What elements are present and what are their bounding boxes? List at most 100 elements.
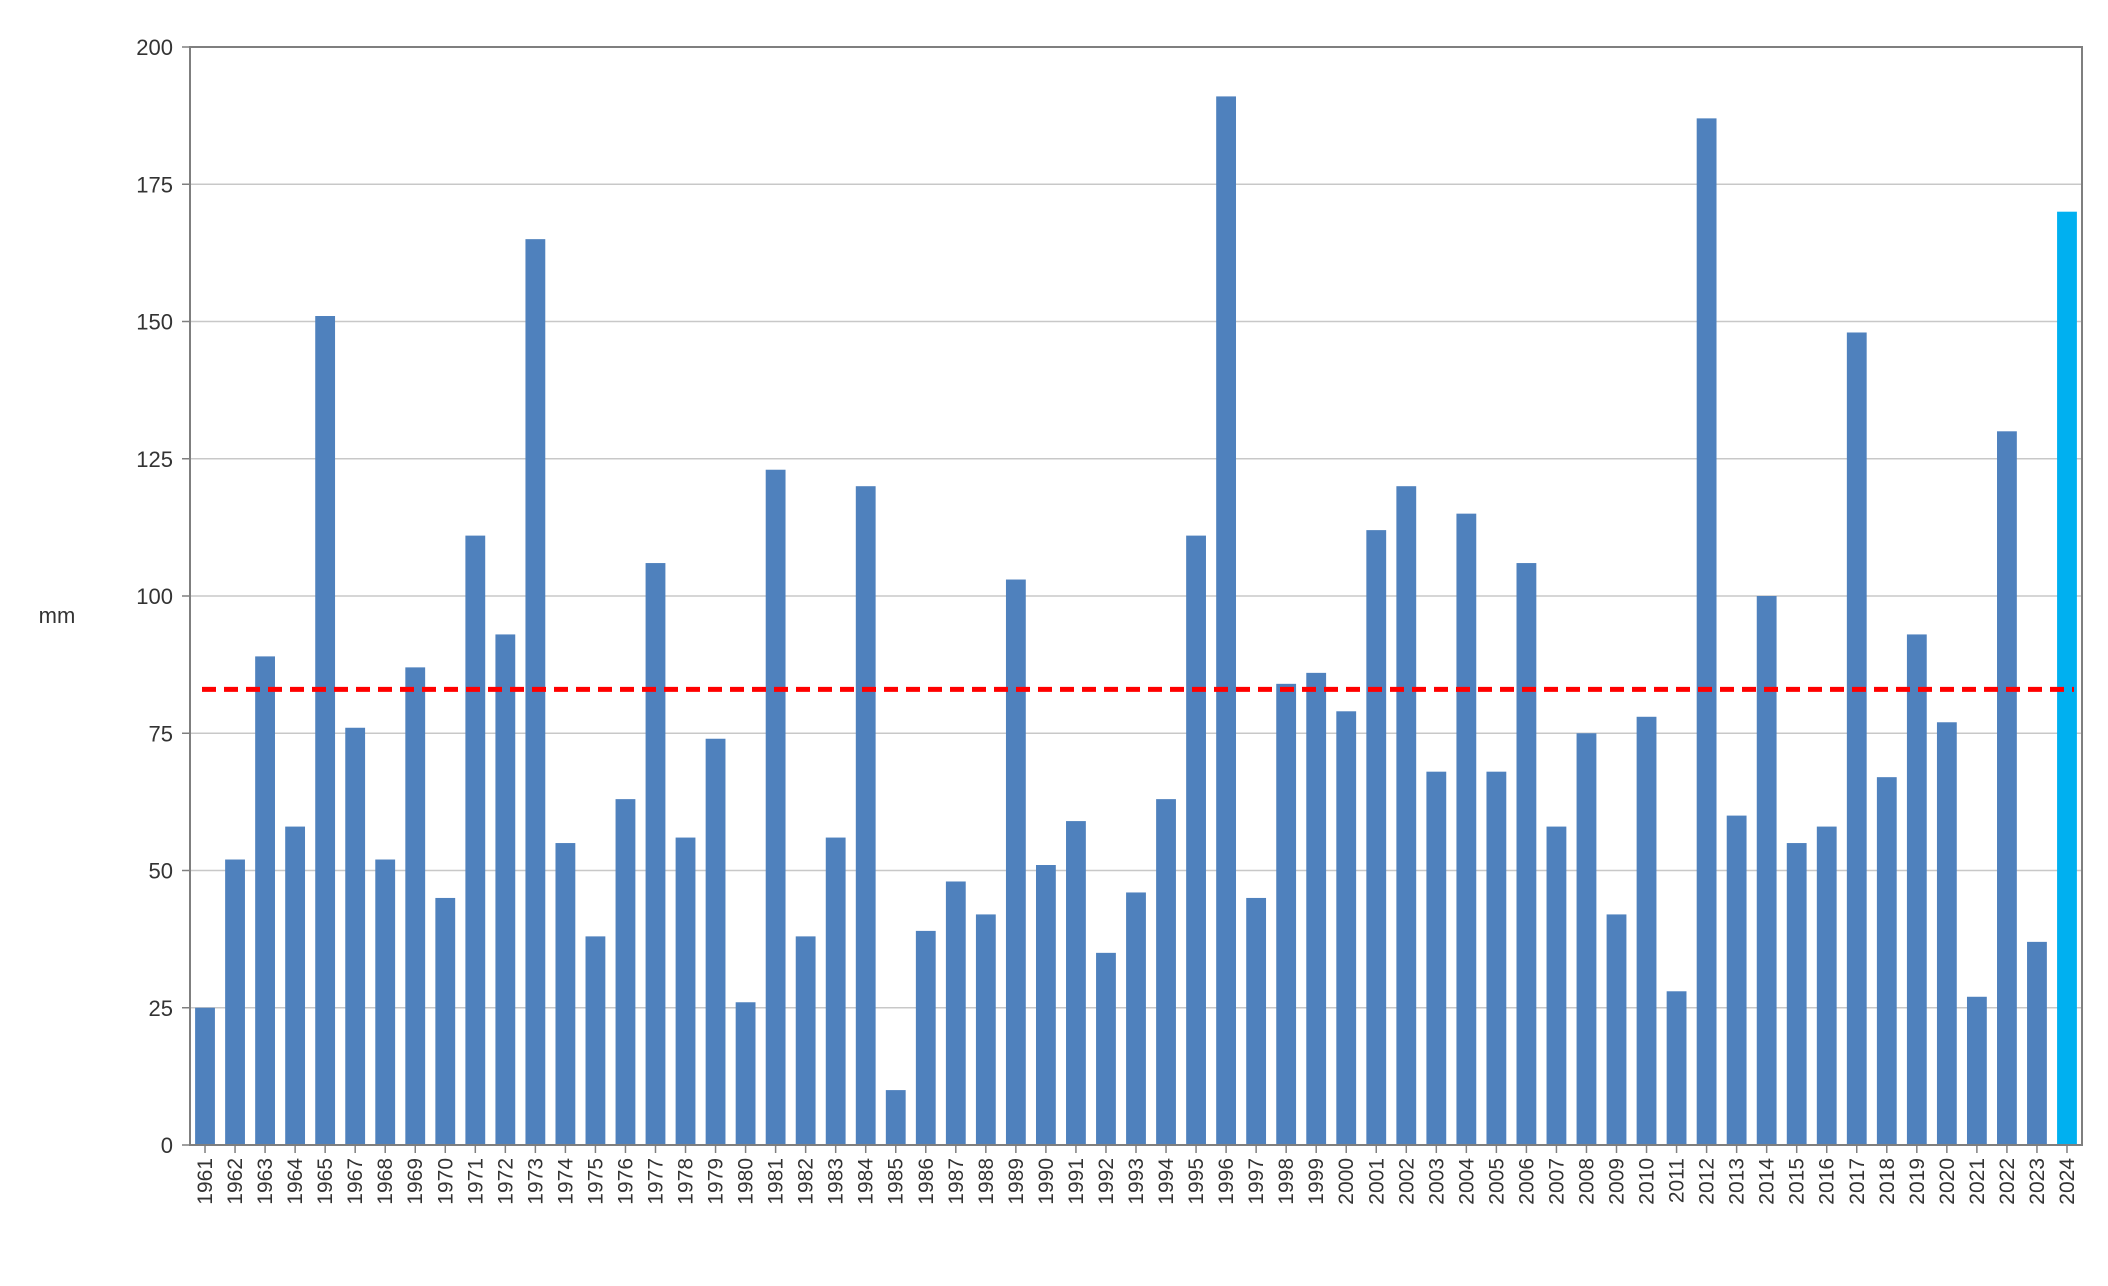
bar-1985 bbox=[885, 1090, 906, 1145]
bar-2006 bbox=[1516, 563, 1537, 1145]
x-tick-label-1996: 1996 bbox=[1215, 1158, 1238, 1205]
x-tick-label-2001: 2001 bbox=[1365, 1158, 1388, 1205]
bar-1988 bbox=[975, 914, 996, 1145]
bar-1973 bbox=[525, 239, 546, 1145]
bar-1971 bbox=[465, 535, 486, 1145]
x-tick-label-1980: 1980 bbox=[735, 1158, 758, 1205]
bar-1980 bbox=[735, 1002, 756, 1145]
bar-1993 bbox=[1126, 892, 1146, 1145]
x-tick-label-2005: 2005 bbox=[1485, 1158, 1508, 1205]
bar-1967 bbox=[345, 727, 366, 1145]
y-tick-label: 175 bbox=[136, 172, 173, 197]
bar-1994 bbox=[1156, 799, 1176, 1145]
x-tick-label-1990: 1990 bbox=[1035, 1158, 1058, 1205]
x-tick-label-1989: 1989 bbox=[1005, 1158, 1028, 1205]
y-tick-label: 0 bbox=[161, 1133, 173, 1158]
bar-2020 bbox=[1936, 722, 1957, 1145]
bar-1979 bbox=[705, 738, 726, 1145]
x-tick-label-2014: 2014 bbox=[1756, 1158, 1779, 1205]
bar-1965 bbox=[315, 316, 336, 1145]
x-tick-label-1965: 1965 bbox=[314, 1158, 337, 1205]
y-tick-label: 25 bbox=[149, 996, 173, 1021]
x-tick-label-1992: 1992 bbox=[1095, 1158, 1118, 1205]
bar-1978 bbox=[675, 837, 696, 1145]
x-tick-label-1975: 1975 bbox=[584, 1158, 607, 1205]
bar-2009 bbox=[1606, 914, 1627, 1145]
x-tick-label-1987: 1987 bbox=[945, 1158, 968, 1205]
x-tick-label-2009: 2009 bbox=[1606, 1158, 1629, 1205]
bar-1996 bbox=[1216, 96, 1237, 1145]
x-tick-label-1971: 1971 bbox=[464, 1158, 487, 1205]
bar-2015 bbox=[1786, 843, 1807, 1145]
bars bbox=[195, 96, 2077, 1146]
bar-1986 bbox=[915, 930, 936, 1145]
y-tick-label: 75 bbox=[149, 721, 173, 746]
bar-1987 bbox=[945, 881, 966, 1145]
bar-2008 bbox=[1576, 733, 1597, 1145]
bar-1968 bbox=[375, 859, 396, 1145]
bar-1982 bbox=[795, 936, 816, 1145]
x-tick-label-1981: 1981 bbox=[765, 1158, 788, 1205]
x-tick-label-1977: 1977 bbox=[644, 1158, 667, 1205]
bar-1981 bbox=[765, 469, 786, 1146]
bar-1969 bbox=[405, 667, 426, 1145]
bar-1976 bbox=[615, 799, 636, 1145]
bar-2024 bbox=[2057, 211, 2077, 1145]
y-axis-label: mm bbox=[39, 603, 76, 628]
bar-2003 bbox=[1426, 771, 1447, 1145]
x-tick-label-1993: 1993 bbox=[1125, 1158, 1148, 1205]
bar-1975 bbox=[585, 936, 606, 1145]
bar-1984 bbox=[855, 486, 876, 1145]
bar-2018 bbox=[1876, 777, 1897, 1145]
x-tick-label-2008: 2008 bbox=[1575, 1158, 1598, 1205]
x-tick-label-2021: 2021 bbox=[1966, 1158, 1989, 1205]
x-tick-label-1972: 1972 bbox=[494, 1158, 517, 1205]
x-tick-label-2003: 2003 bbox=[1425, 1158, 1448, 1205]
bar-1974 bbox=[555, 843, 576, 1145]
x-tick-label-1988: 1988 bbox=[975, 1158, 998, 1205]
bar-1990 bbox=[1035, 865, 1056, 1145]
x-tick-label-1986: 1986 bbox=[915, 1158, 938, 1205]
x-tick-label-2012: 2012 bbox=[1696, 1158, 1719, 1205]
x-tick-label-1976: 1976 bbox=[614, 1158, 637, 1205]
x-tick-label-1997: 1997 bbox=[1245, 1158, 1268, 1205]
x-tick-label-2007: 2007 bbox=[1545, 1158, 1568, 1205]
bar-1977 bbox=[645, 563, 666, 1145]
x-tick-label-2002: 2002 bbox=[1395, 1158, 1418, 1205]
x-tick-label-1994: 1994 bbox=[1155, 1158, 1178, 1205]
bar-2011 bbox=[1666, 991, 1687, 1145]
x-tick-label-1982: 1982 bbox=[795, 1158, 818, 1205]
bar-2021 bbox=[1966, 996, 1987, 1145]
x-tick-label-2010: 2010 bbox=[1636, 1158, 1659, 1205]
x-tick-label-1961: 1961 bbox=[194, 1158, 217, 1205]
x-tick-label-1970: 1970 bbox=[434, 1158, 457, 1205]
x-tick-label-1964: 1964 bbox=[284, 1158, 307, 1205]
x-tick-label-1974: 1974 bbox=[554, 1158, 577, 1205]
bar-1998 bbox=[1276, 683, 1297, 1145]
x-tick-label-2011: 2011 bbox=[1666, 1158, 1689, 1203]
bar-2016 bbox=[1816, 826, 1837, 1145]
bar-1983 bbox=[825, 837, 846, 1145]
y-tick-label: 100 bbox=[136, 584, 173, 609]
bar-2013 bbox=[1726, 815, 1747, 1145]
bar-2010 bbox=[1636, 716, 1657, 1145]
x-tick-label-1979: 1979 bbox=[705, 1158, 728, 1205]
x-tick-label-1999: 1999 bbox=[1305, 1158, 1328, 1205]
x-tick-label-2020: 2020 bbox=[1936, 1158, 1959, 1205]
x-tick-label-2023: 2023 bbox=[2026, 1158, 2049, 1205]
bar-2000 bbox=[1336, 711, 1357, 1145]
bar-1997 bbox=[1246, 897, 1267, 1145]
bar-1972 bbox=[495, 634, 516, 1145]
bar-1999 bbox=[1306, 672, 1327, 1145]
x-tick-label-1984: 1984 bbox=[855, 1158, 878, 1205]
x-tick-label-2004: 2004 bbox=[1455, 1158, 1478, 1205]
y-tick-label: 200 bbox=[136, 35, 173, 60]
x-tick-label-2017: 2017 bbox=[1846, 1158, 1869, 1205]
x-tick-label-2016: 2016 bbox=[1816, 1158, 1839, 1205]
x-tick-label-1998: 1998 bbox=[1275, 1158, 1298, 1205]
x-tick-label-2022: 2022 bbox=[1996, 1158, 2019, 1205]
x-tick-label-1991: 1991 bbox=[1065, 1158, 1088, 1205]
x-tick-label-2024: 2024 bbox=[2056, 1158, 2079, 1205]
y-tick-label: 50 bbox=[149, 859, 173, 884]
